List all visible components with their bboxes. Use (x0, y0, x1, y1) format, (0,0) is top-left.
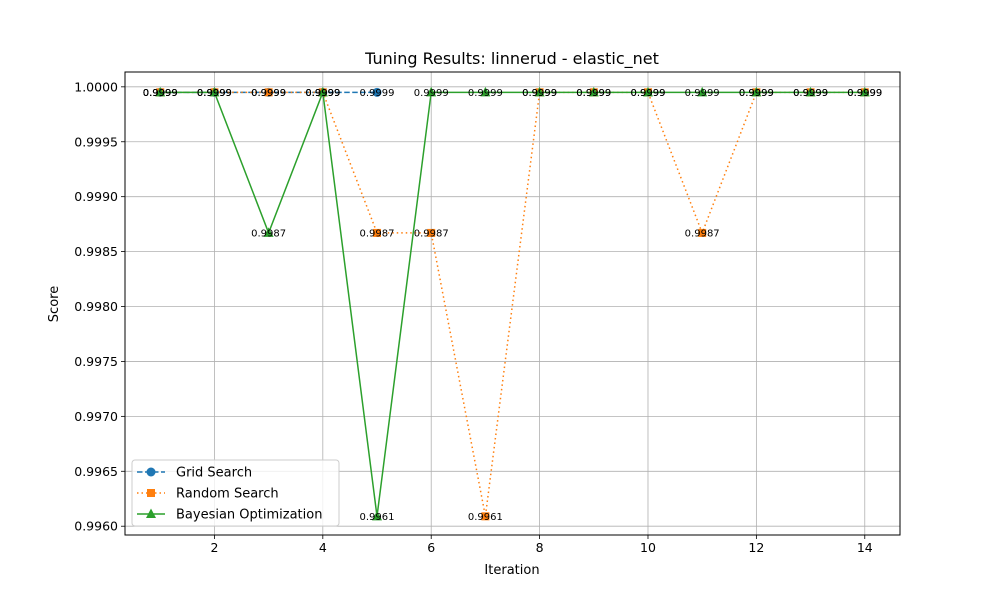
bayesian-optimization-point (263, 227, 274, 237)
bayesian-optimization-value-label: 0.9999 (793, 88, 828, 99)
bayesian-optimization-value-label: 0.9961 (360, 512, 395, 523)
y-tick-label: 0.9995 (74, 134, 118, 149)
random-search-value-label: 0.9961 (468, 512, 503, 523)
bayesian-optimization-value-label: 0.9999 (847, 88, 882, 99)
random-search-value-label: 0.9999 (197, 88, 232, 99)
random-search-value-label: 0.9999 (143, 88, 178, 99)
legend: Grid Search Random Search Bayesian Optimiz… (131, 459, 340, 527)
legend-marker-bayesian-optimization (146, 508, 156, 518)
bayesian-optimization-value-label: 0.9999 (143, 88, 178, 99)
bayesian-optimization-point (751, 86, 762, 97)
grid-search-value-label: 0.9999 (143, 88, 178, 99)
plot-frame (124, 71, 901, 536)
x-tick-label: 4 (319, 540, 327, 555)
random-search-value-label: 0.9999 (576, 88, 611, 99)
random-search-value-label: 0.9999 (630, 88, 665, 99)
y-tick-label: 0.9965 (74, 464, 118, 479)
legend-marker-random-search (147, 489, 155, 497)
bayesian-optimization-value-label: 0.9999 (522, 88, 557, 99)
bayesian-optimization-line (160, 91, 865, 517)
y-tick-label: 0.9975 (74, 354, 118, 369)
grid-search-value-label: 0.9999 (197, 88, 232, 99)
y-tick-label: 0.9960 (74, 519, 118, 534)
series-markers (155, 86, 870, 521)
legend-box (131, 459, 340, 527)
bayesian-optimization-value-label: 0.9999 (197, 88, 232, 99)
bayesian-optimization-point (372, 510, 383, 521)
bayesian-optimization-point (805, 86, 816, 97)
bayesian-optimization-point (642, 86, 653, 97)
grid-search-value-label: 0.9999 (360, 88, 395, 99)
bayesian-optimization-point (859, 86, 870, 97)
bayesian-optimization-value-label: 0.9999 (305, 88, 340, 99)
legend-marker-grid-search (146, 467, 156, 477)
x-axis-title: Iteration (484, 563, 539, 578)
x-tick-label: 10 (640, 540, 656, 555)
random-search-value-label: 0.9999 (251, 88, 286, 99)
y-tick-label: 0.9970 (74, 409, 118, 424)
grid-search-value-label: 0.9999 (251, 88, 286, 99)
random-search-point (264, 88, 273, 97)
x-tick-label: 2 (210, 540, 218, 555)
bayesian-optimization-point (155, 86, 166, 97)
bayesian-optimization-value-label: 0.9987 (251, 228, 286, 239)
random-search-value-label: 0.9987 (360, 228, 395, 239)
legend-label-bayesian-optimization: Bayesian Optimization (176, 508, 322, 523)
random-search-value-label: 0.9987 (414, 228, 449, 239)
bayesian-optimization-value-label: 0.9999 (685, 88, 720, 99)
bayesian-optimization-value-label: 0.9999 (414, 88, 449, 99)
bayesian-optimization-point (697, 86, 708, 97)
data-labels: 0.9999 0.9999 0.9999 0.9999 0.9999 0.9999 0.99… (143, 88, 883, 523)
x-tick-label: 6 (427, 540, 435, 555)
legend-label-random-search: Random Search (176, 487, 279, 502)
y-tick-label: 1.0000 (74, 79, 118, 94)
bayesian-optimization-point (317, 86, 328, 97)
y-tick-label: 0.9980 (74, 299, 118, 314)
random-search-point (698, 228, 707, 237)
random-search-value-label: 0.9999 (739, 88, 774, 99)
random-search-value-label: 0.9987 (685, 228, 720, 239)
random-search-point (427, 228, 436, 237)
random-search-value-label: 0.9999 (522, 88, 557, 99)
grid-search-point (372, 87, 382, 97)
axis-ticks: 2 4 6 8 10 12 14 0.9960 0.9965 0.9970 0.9975 0.9980… (74, 79, 873, 555)
random-search-point (481, 512, 490, 521)
grid-search-value-label: 0.9999 (305, 88, 340, 99)
legend-label-grid-search: Grid Search (176, 466, 252, 481)
chart-title: Tuning Results: linnerud - elastic_net (364, 49, 659, 69)
random-search-line (160, 91, 865, 517)
x-tick-label: 12 (748, 540, 764, 555)
bayesian-optimization-value-label: 0.9999 (739, 88, 774, 99)
bayesian-optimization-point (534, 86, 545, 97)
bayesian-optimization-point (588, 86, 599, 97)
bayesian-optimization-value-label: 0.9999 (468, 88, 503, 99)
bayesian-optimization-point (209, 86, 220, 97)
y-tick-label: 0.9990 (74, 189, 118, 204)
y-axis-title: Score (47, 286, 62, 322)
random-search-point (373, 228, 382, 237)
bayesian-optimization-point (426, 86, 437, 97)
random-search-value-label: 0.9999 (305, 88, 340, 99)
random-search-value-label: 0.9999 (793, 88, 828, 99)
bayesian-optimization-value-label: 0.9999 (630, 88, 665, 99)
x-tick-label: 14 (857, 540, 873, 555)
random-search-value-label: 0.9999 (847, 88, 882, 99)
y-tick-label: 0.9985 (74, 244, 118, 259)
bayesian-optimization-point (480, 86, 491, 97)
bayesian-optimization-value-label: 0.9999 (576, 88, 611, 99)
x-tick-label: 8 (536, 540, 544, 555)
